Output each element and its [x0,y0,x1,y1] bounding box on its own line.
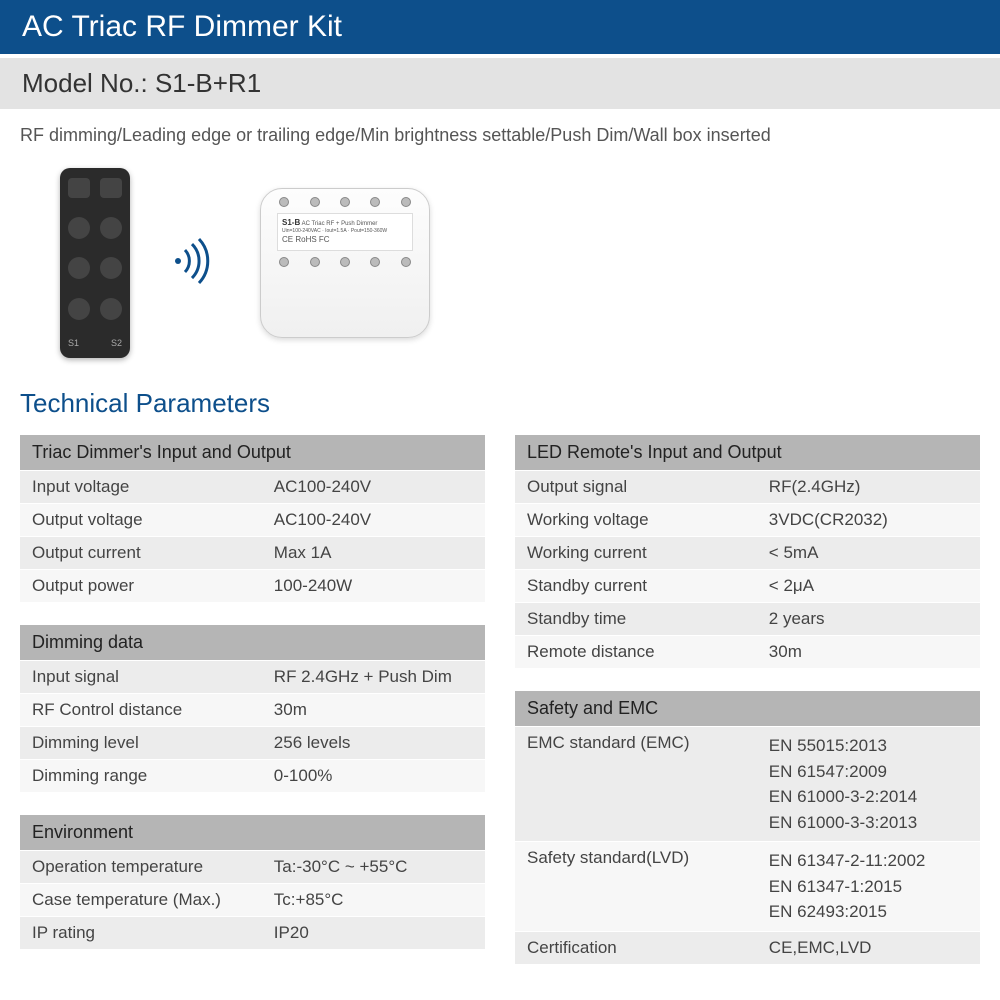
remote-zone-s1: S1 [68,338,79,348]
feature-subtitle: RF dimming/Leading edge or trailing edge… [20,125,980,146]
device-illustration: S1 S2 S1-B AC Triac RF + Push Dimmer Uin… [60,168,980,358]
spec-value: 256 levels [262,727,485,760]
spec-value: 3VDC(CR2032) [757,504,980,537]
spec-value: EN 61347-2-11:2002EN 61347-1:2015EN 6249… [757,842,980,932]
spec-label: Output power [20,570,262,603]
spec-label: Certification [515,931,757,964]
spec-value: 0-100% [262,760,485,793]
environment-table: Environment Operation temperatureTa:-30°… [20,815,485,950]
spec-columns: Triac Dimmer's Input and Output Input vo… [20,435,980,965]
spec-value: RF(2.4GHz) [757,471,980,504]
spec-label: Standby time [515,603,757,636]
spec-label: Input signal [20,661,262,694]
table-header: Triac Dimmer's Input and Output [20,435,485,471]
spec-label: Working current [515,537,757,570]
spec-label: Output current [20,537,262,570]
spec-label: Output signal [515,471,757,504]
module-desc: AC Triac RF + Push Dimmer [302,221,378,227]
spec-label: Output voltage [20,504,262,537]
table-header: Safety and EMC [515,691,980,727]
dimmer-module-image: S1-B AC Triac RF + Push Dimmer Uin=100-2… [260,188,430,338]
spec-value: 2 years [757,603,980,636]
spec-label: Dimming level [20,727,262,760]
spec-value: Max 1A [262,537,485,570]
spec-value: Ta:-30°C ~ +55°C [262,851,485,884]
spec-label: Input voltage [20,471,262,504]
left-column: Triac Dimmer's Input and Output Input vo… [20,435,485,965]
spec-label: Remote distance [515,636,757,669]
spec-label: IP rating [20,917,262,950]
spec-value: AC100-240V [262,504,485,537]
spec-value: AC100-240V [262,471,485,504]
table-header: LED Remote's Input and Output [515,435,980,471]
spec-value: IP20 [262,917,485,950]
dimming-data-table: Dimming data Input signalRF 2.4GHz + Pus… [20,625,485,793]
remote-control-image: S1 S2 [60,168,130,358]
triac-io-table: Triac Dimmer's Input and Output Input vo… [20,435,485,603]
spec-label: Working voltage [515,504,757,537]
table-header: Environment [20,815,485,851]
spec-value: Tc:+85°C [262,884,485,917]
right-column: LED Remote's Input and Output Output sig… [515,435,980,965]
spec-value: RF 2.4GHz + Push Dim [262,661,485,694]
model-bar: Model No.: S1-B+R1 [0,58,1000,109]
spec-label: Standby current [515,570,757,603]
safety-emc-table: Safety and EMC EMC standard (EMC)EN 5501… [515,691,980,965]
module-model-label: S1-B [282,218,300,227]
spec-label: RF Control distance [20,694,262,727]
remote-zone-s2: S2 [111,338,122,348]
spec-value: 30m [757,636,980,669]
spec-label: EMC standard (EMC) [515,727,757,842]
title-bar: AC Triac RF Dimmer Kit [0,0,1000,54]
spec-value: < 2μA [757,570,980,603]
spec-label: Safety standard(LVD) [515,842,757,932]
spec-label: Case temperature (Max.) [20,884,262,917]
spec-value: 100-240W [262,570,485,603]
datasheet-page: AC Triac RF Dimmer Kit Model No.: S1-B+R… [0,0,1000,985]
table-header: Dimming data [20,625,485,661]
tech-params-heading: Technical Parameters [20,388,980,419]
spec-value: EN 55015:2013EN 61547:2009EN 61000-3-2:2… [757,727,980,842]
module-spec-lines: Uin=100-240VAC · Iout=1.5A · Pout=150-36… [282,228,387,234]
spec-value: CE,EMC,LVD [757,931,980,964]
spec-value: 30m [262,694,485,727]
remote-io-table: LED Remote's Input and Output Output sig… [515,435,980,669]
spec-value: < 5mA [757,537,980,570]
rf-signal-icon [170,236,220,291]
spec-label: Operation temperature [20,851,262,884]
spec-label: Dimming range [20,760,262,793]
